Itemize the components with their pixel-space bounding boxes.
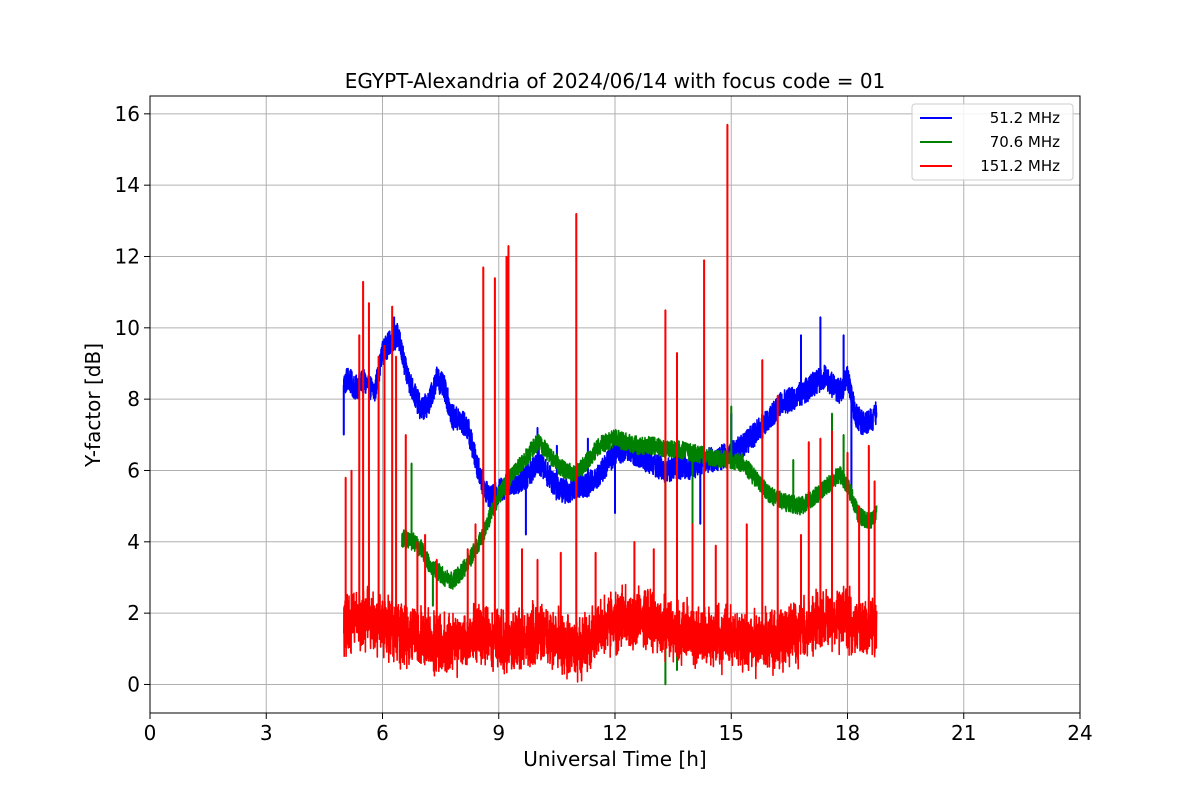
- x-tick-label: 9: [492, 721, 505, 745]
- y-tick-label: 4: [127, 530, 140, 554]
- legend-label: 51.2 MHz: [990, 109, 1060, 127]
- y-tick-label: 0: [127, 672, 140, 696]
- y-tick-label: 16: [115, 102, 140, 126]
- legend: 51.2 MHz 70.6 MHz 151.2 MHz: [911, 103, 1074, 181]
- x-tick-label: 3: [260, 721, 273, 745]
- y-tick-label: 2: [127, 601, 140, 625]
- y-tick-label: 10: [115, 316, 140, 340]
- series-lines: [342, 123, 878, 686]
- x-tick-label: 18: [835, 721, 860, 745]
- series-line-3: [343, 123, 878, 683]
- y-tick-label: 6: [127, 458, 140, 482]
- x-tick-label: 0: [144, 721, 157, 745]
- y-tick-label: 14: [115, 173, 140, 197]
- x-tick-label: 6: [376, 721, 389, 745]
- x-tick-label: 24: [1067, 721, 1092, 745]
- x-tick-label: 15: [719, 721, 744, 745]
- y-tick-label: 8: [127, 387, 140, 411]
- legend-box: [911, 103, 1074, 181]
- chart-title: EGYPT-Alexandria of 2024/06/14 with focu…: [345, 69, 886, 93]
- x-axis-label: Universal Time [h]: [523, 747, 706, 771]
- series-line-1: [343, 316, 878, 536]
- y-axis-label: Y-factor [dB]: [81, 343, 105, 468]
- legend-label: 70.6 MHz: [990, 133, 1060, 151]
- legend-label: 151.2 MHz: [980, 157, 1060, 175]
- x-tick-label: 12: [602, 721, 627, 745]
- x-tick-label: 21: [951, 721, 976, 745]
- y-tick-label: 12: [115, 244, 140, 268]
- series-line-2: [401, 405, 878, 686]
